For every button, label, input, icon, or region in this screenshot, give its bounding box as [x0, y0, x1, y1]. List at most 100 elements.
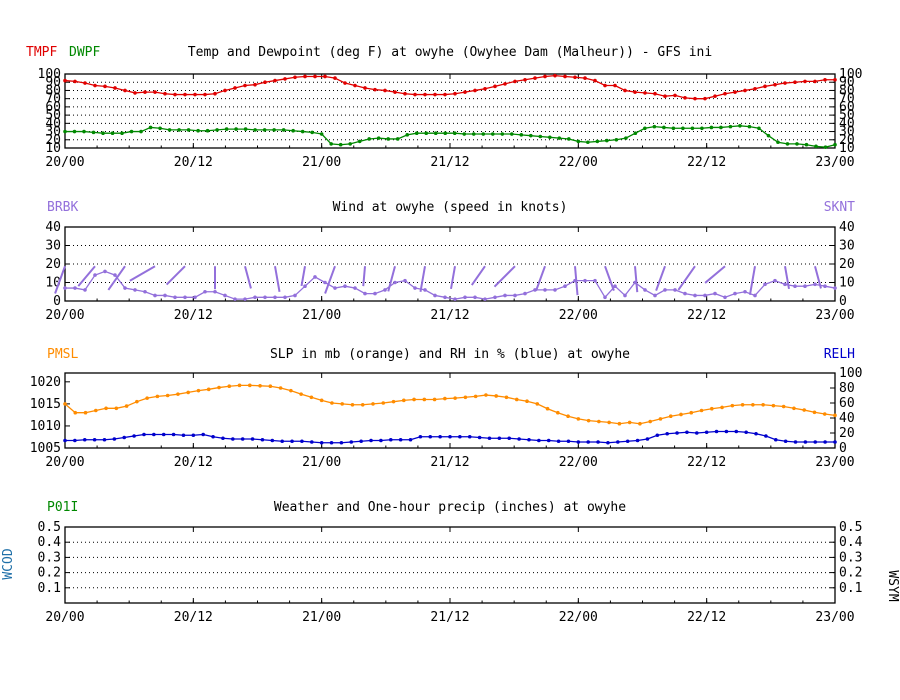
slp-pmsl-point [227, 384, 232, 389]
wind-barb [165, 265, 186, 286]
temp-dwpf-point [462, 132, 467, 136]
temp-dwpf-point [101, 131, 105, 135]
wind-sknt-point [73, 286, 77, 290]
temp-dwpf-point [633, 131, 638, 135]
temp-tmpf-point [503, 82, 507, 86]
wind-barb [274, 266, 281, 292]
temp-ytick-label-right: 40 [839, 116, 855, 131]
temp-dwpf-point [405, 133, 410, 137]
slp-pmsl-point [627, 420, 632, 425]
slp-relh-point [102, 437, 107, 442]
slp-pmsl-point [679, 412, 683, 417]
wind-barb [129, 265, 156, 282]
temp-ytick-label-right: 70 [839, 92, 855, 107]
wind-barb [574, 266, 579, 296]
temp-tmpf-point [203, 92, 207, 97]
wind-sknt-point [263, 295, 267, 300]
temp-dwpf-point [167, 128, 172, 132]
temp-ytick-label-left: 50 [45, 108, 61, 123]
temp-tmpf-point [403, 91, 407, 96]
slp-pmsl-point [566, 414, 570, 419]
slp-pmsl-point [422, 397, 427, 402]
slp-pmsl-point [484, 393, 488, 397]
temp-tmpf-point [633, 90, 637, 94]
temp-ytick-label-right: 60 [839, 100, 855, 115]
wind-chart-title: Wind at owyhe (speed in knots) [333, 200, 568, 215]
temp-dwpf-point [500, 132, 505, 136]
slp-relh-point [576, 440, 581, 444]
wind-sknt-point [303, 284, 307, 289]
slp-relh-point [448, 434, 452, 439]
wind-sknt-point [123, 286, 127, 290]
slp-relh-point [240, 437, 245, 441]
slp-pmsl-point [63, 402, 67, 406]
wind-sknt-point [243, 297, 247, 301]
slp-xtick-label: 20/00 [45, 455, 84, 470]
temp-dwpf-point [272, 128, 276, 132]
temp-tmpf-point [683, 96, 687, 100]
precip-left-label: P01I [47, 500, 78, 515]
wind-xtick-label: 22/00 [559, 308, 598, 323]
slp-left-label: PMSL [47, 347, 78, 362]
temp-tmpf-point [193, 92, 197, 97]
wind-sknt-point [583, 278, 587, 283]
wind-sknt-point [203, 289, 207, 294]
temp-tmpf-point [513, 79, 517, 84]
temp-xtick-label: 20/12 [174, 155, 213, 170]
wind-ytick-label-left: 0 [53, 294, 61, 309]
temp-dwpf-point [548, 135, 552, 140]
temp-dwpf-point [443, 131, 448, 135]
temp-tmpf-point [483, 87, 487, 91]
temp-dwpf-point [177, 128, 181, 132]
temp-tmpf-point [293, 75, 297, 80]
temp-dwpf-point [72, 129, 77, 134]
slp-pmsl-point [607, 420, 611, 425]
slp-relh-point [319, 440, 324, 445]
precip-ytick-label-right: 0.4 [839, 535, 863, 550]
slp-pmsl-point [648, 419, 652, 424]
slp-relh-point [379, 438, 383, 443]
wind-ytick-label-left: 40 [45, 220, 61, 235]
wind-sknt-point [273, 295, 277, 300]
temp-dwpf-point [624, 136, 628, 140]
slp-pmsl-point [556, 410, 560, 415]
temp-ytick-label-right: 100 [839, 67, 862, 82]
precip-xtick-label: 20/00 [45, 610, 84, 625]
slp-relh-point [260, 437, 265, 442]
temp-dwpf-point [414, 131, 419, 135]
slp-pmsl-point [319, 398, 324, 403]
slp-relh-point [398, 437, 403, 442]
wind-sknt-point [453, 297, 457, 301]
temp-tmpf-point [133, 91, 137, 95]
temp-dwpf-point [567, 137, 571, 141]
slp-relh-point [92, 437, 97, 442]
slp-pmsl-point [740, 402, 745, 407]
temp-tmpf-point [283, 77, 287, 81]
wind-barb [419, 266, 426, 292]
precip-xtick-label: 20/12 [174, 610, 213, 625]
temp-tmpf-point [113, 86, 117, 90]
temp-dwpf-point [471, 132, 476, 136]
slp-relh-point [734, 429, 739, 434]
slp-relh-point [408, 437, 413, 442]
wind-sknt-point [693, 293, 697, 298]
temp-tmpf-point [523, 77, 527, 82]
slp-pmsl-point [812, 410, 817, 415]
temp-tmpf-point [443, 92, 447, 97]
slp-pmsl-point [504, 395, 509, 400]
wind-barb [493, 265, 516, 288]
wind-sknt-point [603, 295, 607, 300]
temp-dwpf-point [291, 128, 295, 133]
temp-dwpf-point [424, 131, 429, 135]
temp-ytick-label-left: 10 [45, 141, 61, 156]
temp-tmpf-point [413, 92, 417, 97]
wind-sknt-point [833, 286, 837, 290]
precip-ytick-label-right: 0.2 [839, 566, 862, 581]
wind-ytick-label-right: 40 [839, 220, 855, 235]
temp-tmpf-point [743, 88, 747, 93]
temp-tmpf-point [333, 76, 337, 80]
slp-pmsl-point [463, 395, 468, 400]
wind-xtick-label: 21/12 [430, 308, 469, 323]
temp-dwpf-point [586, 140, 590, 145]
wind-sknt-point [323, 280, 327, 285]
